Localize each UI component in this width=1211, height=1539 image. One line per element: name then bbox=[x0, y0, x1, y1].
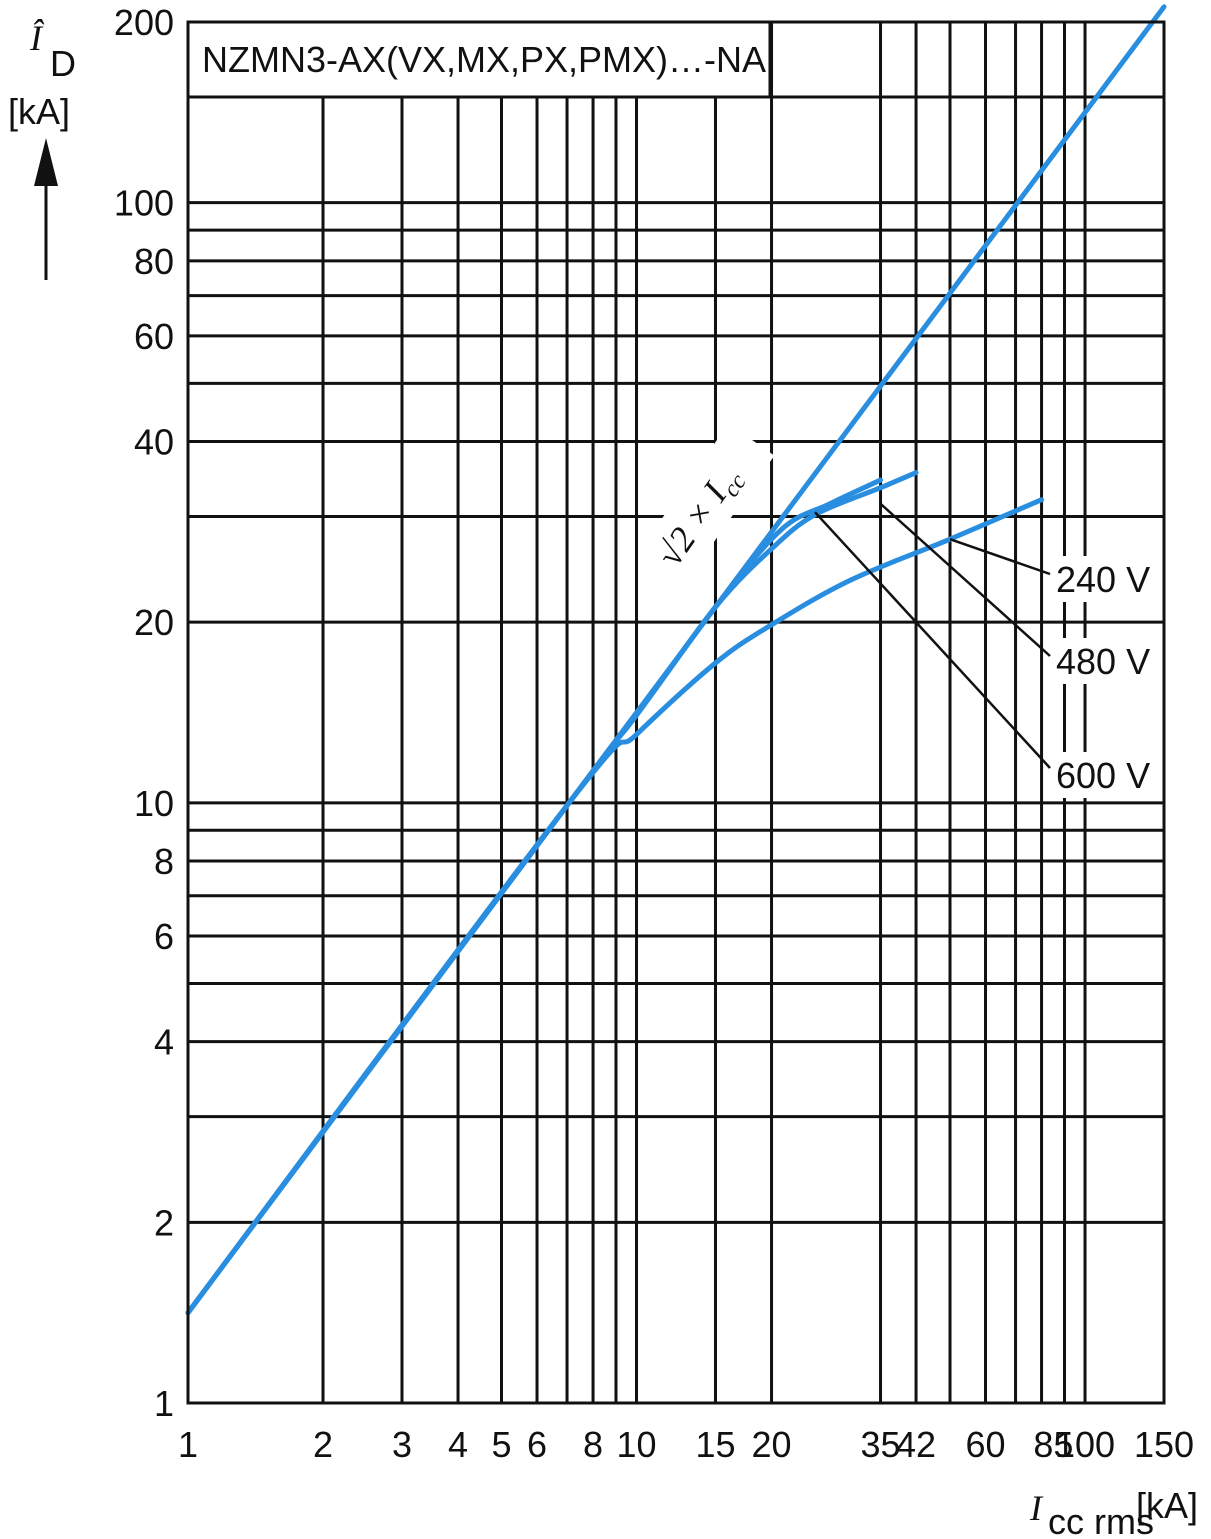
leader-v480 bbox=[879, 502, 1051, 657]
x-tick-3: 3 bbox=[392, 1424, 412, 1465]
y-tick-2: 2 bbox=[154, 1202, 174, 1243]
y-axis-arrow-head bbox=[34, 138, 58, 186]
x-tick-150: 150 bbox=[1134, 1424, 1194, 1465]
y-tick-60: 60 bbox=[134, 316, 174, 357]
x-tick-85: 85 bbox=[1033, 1424, 1073, 1465]
x-axis-subscript: cc rms bbox=[1048, 1501, 1154, 1539]
leader-v600 bbox=[814, 511, 1051, 769]
label-240v: 240 V bbox=[1056, 559, 1150, 600]
curves bbox=[185, 4, 1167, 1316]
x-tick-15: 15 bbox=[695, 1424, 735, 1465]
x-tick-35: 35 bbox=[861, 1424, 901, 1465]
y-tick-6: 6 bbox=[154, 916, 174, 957]
y-tick-8: 8 bbox=[154, 841, 174, 882]
plot-frame bbox=[186, 20, 1166, 1405]
x-tick-10: 10 bbox=[616, 1424, 656, 1465]
y-tick-100: 100 bbox=[114, 183, 174, 224]
x-tick-20: 20 bbox=[752, 1424, 792, 1465]
label-600v: 600 V bbox=[1056, 755, 1150, 796]
x-tick-2: 2 bbox=[313, 1424, 333, 1465]
x-tick-60: 60 bbox=[965, 1424, 1005, 1465]
y-axis-unit: [kA] bbox=[8, 91, 70, 132]
y-tick-1: 1 bbox=[154, 1383, 174, 1424]
y-tick-20: 20 bbox=[134, 602, 174, 643]
x-tick-42: 42 bbox=[896, 1424, 936, 1465]
x-tick-1: 1 bbox=[178, 1424, 198, 1465]
chart-title: NZMN3-AX(VX,MX,PX,PMX)…-NA bbox=[202, 39, 766, 80]
series-600v bbox=[185, 477, 884, 1316]
y-axis-label: Î D [kA] bbox=[8, 18, 76, 280]
y-axis-subscript: D bbox=[50, 43, 76, 84]
leader-v240 bbox=[949, 537, 1051, 576]
y-tick-40: 40 bbox=[134, 421, 174, 462]
y-tick-4: 4 bbox=[154, 1022, 174, 1063]
series-480v bbox=[185, 470, 919, 1316]
label-leaders bbox=[814, 502, 1051, 769]
y-tick-10: 10 bbox=[134, 783, 174, 824]
x-tick-6: 6 bbox=[527, 1424, 547, 1465]
x-tick-100: 100 bbox=[1055, 1424, 1115, 1465]
x-axis-symbol: I bbox=[1029, 1488, 1044, 1528]
y-tick-80: 80 bbox=[134, 241, 174, 282]
label-480v: 480 V bbox=[1056, 641, 1150, 682]
x-tick-8: 8 bbox=[583, 1424, 603, 1465]
x-gridlines bbox=[321, 22, 1087, 1403]
x-axis-unit: [kA] bbox=[1136, 1485, 1198, 1526]
y-tick-200: 200 bbox=[114, 2, 174, 43]
y-tick-labels: 1 2 4 6 8 10 20 40 60 80 100 200 bbox=[114, 2, 174, 1424]
x-tick-5: 5 bbox=[491, 1424, 511, 1465]
y-gridlines bbox=[188, 95, 1164, 1224]
x-tick-4: 4 bbox=[448, 1424, 468, 1465]
x-axis-label: I cc rms [kA] bbox=[1029, 1485, 1198, 1539]
y-axis-symbol: Î bbox=[29, 18, 45, 58]
